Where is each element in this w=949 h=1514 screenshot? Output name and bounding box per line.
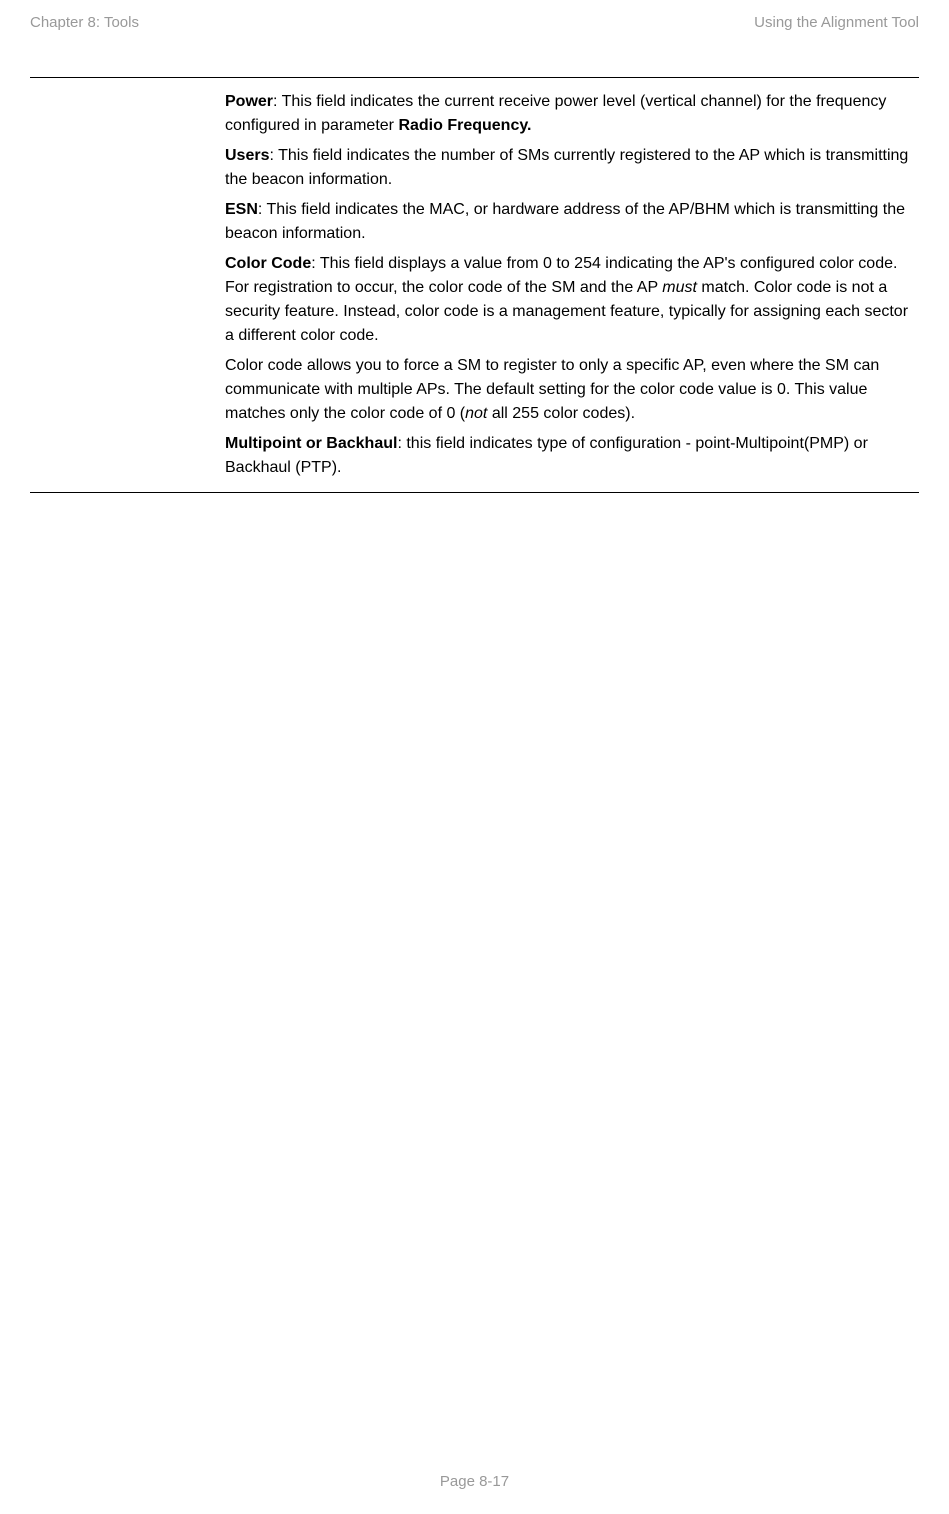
content-wrapper: Power: This field indicates the current … bbox=[0, 31, 949, 493]
field-users: Users: This field indicates the number o… bbox=[225, 144, 919, 192]
header-left: Chapter 8: Tools bbox=[30, 14, 139, 31]
field-label: Color Code bbox=[225, 255, 311, 272]
field-text: This field indicates the number of SMs c… bbox=[225, 147, 908, 188]
field-italic: not bbox=[465, 405, 487, 422]
field-color-code-extra: Color code allows you to force a SM to r… bbox=[225, 354, 919, 426]
field-color-code: Color Code: This field displays a value … bbox=[225, 252, 919, 348]
table-row: Power: This field indicates the current … bbox=[30, 78, 919, 493]
field-esn: ESN: This field indicates the MAC, or ha… bbox=[225, 198, 919, 246]
field-bold-ref: Radio Frequency. bbox=[398, 117, 531, 134]
definitions-table: Power: This field indicates the current … bbox=[30, 77, 919, 493]
page-number: Page 8-17 bbox=[440, 1473, 509, 1490]
field-italic: must bbox=[662, 279, 697, 296]
field-label: ESN bbox=[225, 201, 258, 218]
table-right-cell: Power: This field indicates the current … bbox=[225, 78, 919, 493]
field-label: Power bbox=[225, 93, 273, 110]
field-sep: : bbox=[269, 147, 278, 164]
header-right: Using the Alignment Tool bbox=[754, 14, 919, 31]
field-sep: : bbox=[311, 255, 320, 272]
field-sep: : bbox=[273, 93, 282, 110]
field-power: Power: This field indicates the current … bbox=[225, 90, 919, 138]
field-text: This field indicates the current receive… bbox=[225, 93, 886, 134]
field-multipoint: Multipoint or Backhaul: this field indic… bbox=[225, 432, 919, 480]
field-text-after: all 255 color codes). bbox=[487, 405, 635, 422]
field-sep: : bbox=[258, 201, 267, 218]
page-header: Chapter 8: Tools Using the Alignment Too… bbox=[0, 0, 949, 31]
field-text: This field indicates the MAC, or hardwar… bbox=[225, 201, 905, 242]
table-left-cell bbox=[30, 78, 225, 493]
field-label: Users bbox=[225, 147, 269, 164]
field-sep: : bbox=[397, 435, 406, 452]
page-footer: Page 8-17 bbox=[0, 1473, 949, 1490]
field-label: Multipoint or Backhaul bbox=[225, 435, 397, 452]
